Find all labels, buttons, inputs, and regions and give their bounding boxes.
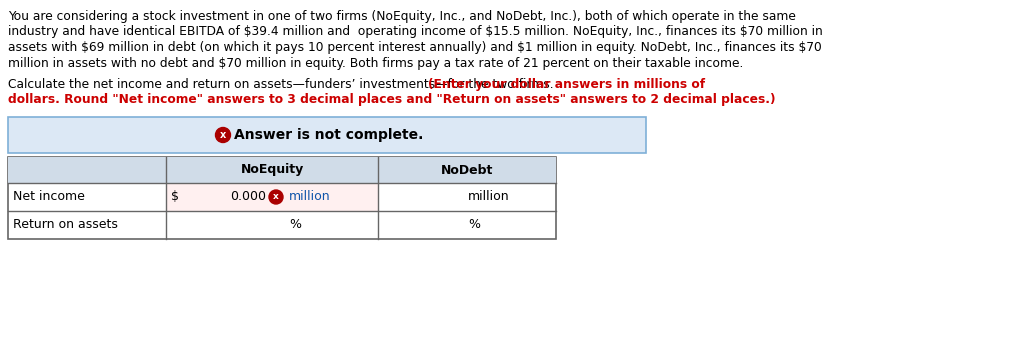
Text: x: x (273, 192, 279, 201)
Text: Answer is not complete.: Answer is not complete. (234, 128, 424, 142)
Circle shape (216, 128, 230, 142)
Text: 0.000: 0.000 (230, 190, 266, 204)
Text: (Enter your dollar answers in millions of: (Enter your dollar answers in millions o… (428, 78, 705, 91)
Bar (8, 157, 556, 183)
Text: x: x (220, 130, 226, 139)
Text: NoDebt: NoDebt (441, 164, 493, 176)
Text: Calculate the net income and return on assets—funders’ investments—for the two f: Calculate the net income and return on a… (8, 78, 558, 91)
Text: million: million (289, 190, 331, 204)
Text: Net income: Net income (13, 190, 85, 204)
Text: million in assets with no debt and $70 million in equity. Both firms pay a tax r: million in assets with no debt and $70 m… (8, 56, 743, 69)
Text: industry and have identical EBITDA of $39.4 million and  operating income of $15: industry and have identical EBITDA of $3… (8, 26, 822, 38)
Circle shape (269, 190, 283, 204)
Bar (8, 157, 556, 239)
Text: million: million (468, 190, 510, 204)
Text: %: % (289, 219, 301, 232)
Text: $: $ (171, 190, 179, 204)
Bar (8, 117, 646, 153)
Text: dollars. Round "Net income" answers to 3 decimal places and "Return on assets" a: dollars. Round "Net income" answers to 3… (8, 94, 776, 106)
Text: NoEquity: NoEquity (240, 164, 303, 176)
Text: %: % (468, 219, 480, 232)
Bar (166, 183, 378, 211)
Text: Return on assets: Return on assets (13, 219, 118, 232)
Text: You are considering a stock investment in one of two firms (NoEquity, Inc., and : You are considering a stock investment i… (8, 10, 796, 23)
Bar (8, 157, 556, 183)
Text: assets with $69 million in debt (on which it pays 10 percent interest annually) : assets with $69 million in debt (on whic… (8, 41, 821, 54)
